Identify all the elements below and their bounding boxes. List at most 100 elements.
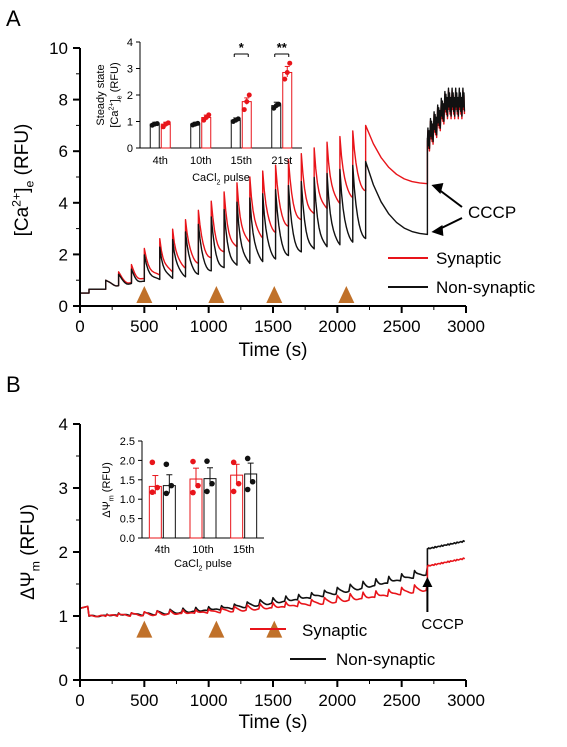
inset-significance-label: * [239, 40, 245, 55]
y-tick-label: 8 [59, 91, 68, 110]
inset-y-tick-label: 4 [127, 37, 133, 49]
x-tick-label: 1500 [254, 317, 292, 336]
trace-synaptic [79, 557, 466, 618]
y-axis-label: [Ca2+]e (RFU) [9, 124, 36, 237]
inset-data-point [163, 461, 170, 468]
inset-data-point [244, 486, 251, 493]
inset-category-label: 4th [155, 544, 170, 556]
inset-data-point [287, 60, 293, 66]
inset-bar [230, 119, 241, 149]
trace-non-synaptic [80, 87, 466, 294]
legend-label-synaptic: Synaptic [436, 249, 502, 268]
inset-y-axis-label: ΔΨm (RFU) [101, 462, 115, 518]
inset-category-label: 10th [192, 544, 213, 556]
x-tick-label: 3000 [447, 317, 485, 336]
inset-y-axis-label-line1: Steady state [95, 64, 107, 125]
inset-data-point [230, 459, 237, 466]
inset-data-point [149, 459, 156, 466]
inset-bar [282, 71, 293, 149]
inset-data-point [204, 458, 210, 464]
inset-y-tick-label: 1.5 [120, 475, 135, 487]
inset-data-point [230, 488, 237, 495]
panel-letter-b: B [6, 372, 21, 397]
inset-data-point [235, 116, 241, 122]
x-tick-label: 3000 [447, 691, 485, 710]
inset-y-tick-label: 0.0 [120, 533, 135, 545]
inset-data-point [284, 69, 290, 75]
pulse-marker-triangle [208, 620, 225, 638]
inset-data-point [163, 490, 170, 497]
inset-data-point [206, 112, 212, 118]
inset-y-tick-label: 2.0 [120, 455, 135, 467]
y-tick-label: 2 [59, 245, 68, 264]
inset-category-label: 15th [233, 544, 254, 556]
inset-data-point [195, 120, 201, 126]
inset-y-tick-label: 1.0 [120, 494, 135, 506]
inset-data-point [282, 76, 288, 82]
inset-data-point [276, 101, 282, 107]
x-tick-label: 0 [75, 317, 84, 336]
inset-data-point [209, 480, 215, 487]
inset-data-point [244, 455, 251, 462]
x-tick-label: 1000 [190, 691, 228, 710]
inset-bar [203, 478, 217, 539]
legend-label-synaptic: Synaptic [302, 621, 368, 640]
inset-category-label: 21st [271, 155, 292, 167]
x-tick-label: 500 [130, 691, 158, 710]
panel-letter-a: A [6, 6, 21, 31]
cccp-arrowhead [422, 577, 433, 587]
inset-data-point [168, 482, 175, 489]
y-tick-label: 4 [59, 415, 68, 434]
cccp-annotation: CCCP [421, 616, 464, 633]
y-tick-label: 3 [59, 479, 68, 498]
y-axis-label: ΔΨm (RFU) [18, 504, 43, 600]
inset-data-point [154, 484, 161, 491]
cccp-arrowhead-lower [431, 225, 444, 236]
y-tick-label: 1 [59, 607, 68, 626]
inset-data-point [190, 489, 196, 496]
legend-label-non-synaptic: Non-synaptic [336, 650, 436, 669]
inset-y-tick-label: 2.5 [120, 436, 135, 448]
y-tick-label: 6 [59, 142, 68, 161]
x-tick-label: 2000 [318, 691, 356, 710]
inset-data-point [190, 458, 196, 465]
inset-data-point [165, 120, 171, 126]
inset-data-point [154, 121, 160, 127]
inset-x-axis-label: CaCl2 pulse [174, 558, 232, 572]
inset-y-axis-label-line2: [Ca2+]e (RFU) [108, 62, 124, 127]
inset-y-tick-label: 3 [127, 64, 133, 76]
inset-bar [189, 478, 203, 539]
x-tick-label: 500 [130, 317, 158, 336]
inset-data-point [246, 92, 252, 98]
pulse-marker-triangle [266, 286, 283, 303]
inset-y-tick-label: 0.5 [120, 514, 135, 526]
inset-bar [149, 123, 160, 149]
x-axis-label: Time (s) [239, 712, 308, 733]
y-tick-label: 0 [59, 671, 68, 690]
inset-data-point [249, 478, 256, 485]
x-tick-label: 2000 [318, 317, 356, 336]
inset-data-point [149, 489, 156, 496]
cccp-arrowhead-upper [431, 183, 444, 194]
x-tick-label: 2500 [383, 317, 421, 336]
panel-b-chart: 0 500 1000 1500 2000 2500 3000 0 1 2 3 4 Time (s) ΔΨm… [18, 415, 485, 733]
y-tick-label: 0 [59, 297, 68, 316]
inset-category-label: 4th [153, 155, 168, 167]
pulse-marker-triangle [136, 620, 153, 638]
inset-y-tick-label: 2 [127, 90, 133, 102]
x-tick-label: 0 [75, 691, 84, 710]
inset-significance-label: ** [277, 40, 288, 55]
pulse-marker-triangle [208, 286, 225, 303]
inset-bar [190, 123, 201, 149]
inset-category-label: 15th [231, 155, 252, 167]
inset-bar [271, 105, 282, 149]
cccp-annotation: CCCP [468, 203, 516, 222]
inset-y-tick-label: 0 [127, 143, 133, 155]
inset-data-point [241, 107, 247, 113]
pulse-marker-triangle [136, 286, 153, 303]
inset-data-point [235, 480, 242, 487]
